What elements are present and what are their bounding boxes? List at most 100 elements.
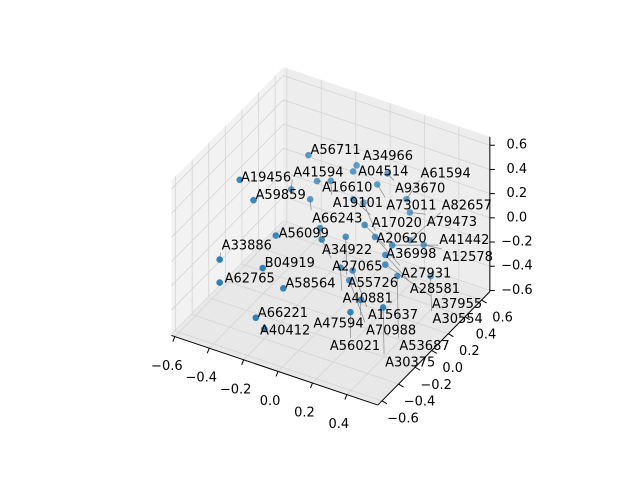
- data-point: [427, 272, 434, 280]
- data-point: [272, 232, 280, 239]
- data-point: [406, 209, 414, 216]
- data-point: [287, 186, 295, 193]
- point-label: A93670: [395, 182, 445, 197]
- label-leader-lines: [219, 173, 442, 355]
- data-point: [236, 176, 244, 184]
- point-label: A20620: [376, 231, 426, 246]
- grid-line-x: [174, 222, 288, 337]
- label-leader-line: [374, 236, 401, 266]
- data-point: [357, 296, 365, 304]
- grid-line-z: [171, 172, 284, 287]
- point-label: A53687: [399, 339, 449, 354]
- point-label: A62765: [225, 271, 275, 286]
- data-point: [403, 195, 410, 203]
- point-label: A27931: [401, 266, 451, 281]
- y-tick-label: 0.2: [459, 344, 480, 359]
- x-tick-label: 0.2: [294, 406, 315, 421]
- grid-line-y: [275, 230, 482, 301]
- point-label: A66221: [258, 306, 308, 321]
- grid-line-z: [171, 147, 284, 262]
- point-label: A19456: [241, 171, 291, 186]
- y-tick-mark: [464, 316, 471, 321]
- point-label: A34966: [363, 149, 413, 164]
- y-tick-label: 0.6: [492, 311, 513, 326]
- point-label: A40881: [343, 292, 393, 307]
- data-point: [327, 177, 335, 185]
- x-axis-line: [171, 334, 378, 406]
- point-label: A56021: [330, 339, 380, 354]
- x-tick-mark: [241, 359, 245, 365]
- x-tick-mark: [344, 394, 348, 400]
- data-point: [216, 279, 223, 286]
- point-label: A30554: [433, 312, 483, 327]
- y-tick-label: −0.6: [387, 411, 419, 426]
- x-tick-mark: [275, 371, 279, 377]
- point-label: A34922: [322, 243, 372, 258]
- point-label: A70988: [366, 323, 416, 338]
- point-label: A58564: [285, 276, 335, 291]
- grid-line-z: [283, 196, 490, 267]
- point-label: B04919: [265, 256, 315, 271]
- x-tick-mark: [309, 382, 313, 389]
- point-label: A59859: [255, 188, 305, 203]
- z-tick-label: 0.2: [507, 186, 528, 201]
- x-tick-label: −0.4: [185, 371, 217, 386]
- data-point: [259, 264, 266, 272]
- data-point: [250, 196, 257, 204]
- grid-line-z: [283, 123, 490, 195]
- label-leader-line: [348, 280, 366, 323]
- y-tick-mark: [414, 366, 421, 371]
- point-label: A61594: [420, 166, 470, 181]
- point-label: A41594: [293, 165, 343, 180]
- point-label: A73011: [386, 199, 436, 214]
- point-label: A66243: [312, 211, 362, 226]
- data-points: [216, 151, 434, 333]
- data-point: [313, 177, 321, 185]
- z-tick-label: −0.4: [501, 259, 533, 274]
- point-label: A82657: [442, 199, 492, 214]
- data-point: [337, 264, 344, 271]
- grid-lines: [171, 68, 490, 402]
- point-label: A28581: [410, 282, 460, 297]
- point-label: A33886: [222, 239, 272, 254]
- z-tick-label: 0.4: [507, 162, 528, 177]
- floor-pane: [171, 222, 490, 406]
- y-tick-label: 0.4: [476, 327, 497, 342]
- z-tick-label: −0.2: [501, 235, 533, 250]
- point-label: A56711: [310, 143, 360, 158]
- z-tick-label: −0.6: [501, 283, 533, 298]
- label-leader-line: [406, 180, 420, 200]
- point-label: A04514: [358, 165, 408, 180]
- point-label: A30375: [385, 355, 435, 370]
- point-label: A56099: [279, 226, 329, 241]
- point-label: A27065: [332, 259, 382, 274]
- label-leader-line: [340, 267, 342, 291]
- data-point: [361, 221, 368, 229]
- data-point: [384, 170, 391, 177]
- point-label: A16610: [322, 181, 372, 196]
- x-tick-label: 0.4: [329, 417, 350, 432]
- axes-panes: [171, 67, 490, 406]
- back-pane: [283, 67, 490, 292]
- data-point: [420, 241, 427, 249]
- label-leader-line: [321, 239, 332, 259]
- grid-line-y: [175, 330, 383, 402]
- point-label: A12578: [443, 250, 493, 265]
- y-tick-mark: [398, 383, 404, 388]
- x-tick-mark: [206, 348, 210, 354]
- x-tick-label: 0.0: [260, 394, 281, 409]
- x-tick-label: −0.2: [220, 382, 252, 397]
- y-tick-mark: [431, 350, 438, 354]
- y-tick-label: 0.0: [442, 361, 463, 376]
- data-point: [252, 314, 260, 322]
- grid-line-y: [225, 280, 432, 351]
- left-pane: [171, 67, 284, 336]
- grid-line-x: [312, 269, 425, 384]
- grid-line-x: [346, 280, 460, 395]
- data-point: [261, 325, 268, 333]
- point-label: A79473: [427, 215, 477, 230]
- grid-line-z: [283, 75, 490, 146]
- grid-line-y: [208, 297, 416, 368]
- data-point: [382, 261, 389, 268]
